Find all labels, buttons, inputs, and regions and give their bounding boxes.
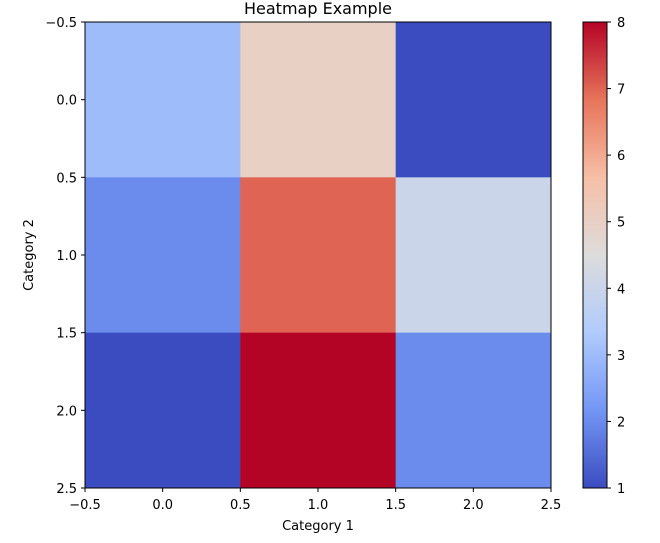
x-tick-label: 1.5 xyxy=(385,498,406,513)
colorbar-tick-label: 8 xyxy=(617,16,625,31)
y-tick-label: 2.5 xyxy=(56,482,77,497)
heatmap-cells xyxy=(85,22,552,489)
y-tick-label: 1.5 xyxy=(56,327,77,342)
x-tick-label: 2.0 xyxy=(463,498,484,513)
x-axis-title: Category 1 xyxy=(282,519,354,534)
colorbar-tick-label: 4 xyxy=(617,282,625,297)
x-tick-label: −0.5 xyxy=(69,498,101,513)
heatmap-cell xyxy=(85,332,241,489)
x-tick-label: 2.5 xyxy=(541,498,562,513)
colorbar-tick-label: 5 xyxy=(617,216,625,231)
heatmap-cell xyxy=(395,332,552,489)
y-tick-label: 1.0 xyxy=(56,249,77,264)
colorbar-tick-label: 6 xyxy=(617,149,625,164)
x-axis-ticks: −0.5 0.0 0.5 1.0 1.5 2.0 2.5 xyxy=(69,488,561,513)
heatmap-cell xyxy=(240,332,397,489)
heatmap-cell xyxy=(85,177,241,334)
heatmap-cell xyxy=(240,177,397,334)
colorbar-gradient xyxy=(582,21,608,489)
heatmap-cell xyxy=(85,22,241,178)
colorbar-tick-label: 1 xyxy=(617,482,625,497)
y-tick-label: −0.5 xyxy=(45,16,77,31)
colorbar-tick-label: 2 xyxy=(617,415,625,430)
y-tick-label: 2.0 xyxy=(56,404,77,419)
x-tick-label: 1.0 xyxy=(308,498,329,513)
y-axis-ticks: −0.5 0.0 0.5 1.0 1.5 2.0 2.5 xyxy=(45,16,85,497)
colorbar: 1 2 3 4 5 6 7 8 xyxy=(582,16,625,497)
heatmap-cell xyxy=(240,22,397,178)
colorbar-tick-label: 7 xyxy=(617,83,625,98)
y-tick-label: 0.0 xyxy=(56,94,77,109)
x-tick-label: 0.0 xyxy=(152,498,173,513)
heatmap-cell xyxy=(395,22,552,178)
y-tick-label: 0.5 xyxy=(56,171,77,186)
heatmap-cell xyxy=(395,177,552,334)
chart-title: Heatmap Example xyxy=(244,0,392,18)
colorbar-tick-label: 3 xyxy=(617,349,625,364)
x-tick-label: 0.5 xyxy=(230,498,251,513)
y-axis-title: Category 2 xyxy=(22,219,37,291)
colorbar-ticks: 1 2 3 4 5 6 7 8 xyxy=(607,16,625,497)
